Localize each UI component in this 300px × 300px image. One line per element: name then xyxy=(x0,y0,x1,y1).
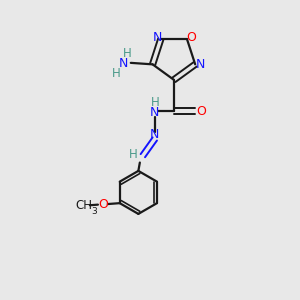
Text: H: H xyxy=(129,148,138,161)
Text: H: H xyxy=(112,67,120,80)
Text: H: H xyxy=(150,96,159,109)
Text: N: N xyxy=(152,31,162,44)
Text: O: O xyxy=(98,198,108,211)
Text: N: N xyxy=(119,57,128,70)
Text: CH: CH xyxy=(75,199,92,212)
Text: O: O xyxy=(186,31,196,44)
Text: N: N xyxy=(150,106,160,119)
Text: N: N xyxy=(150,128,160,141)
Text: 3: 3 xyxy=(91,207,97,216)
Text: H: H xyxy=(123,47,132,60)
Text: N: N xyxy=(196,58,205,71)
Text: O: O xyxy=(196,105,206,118)
